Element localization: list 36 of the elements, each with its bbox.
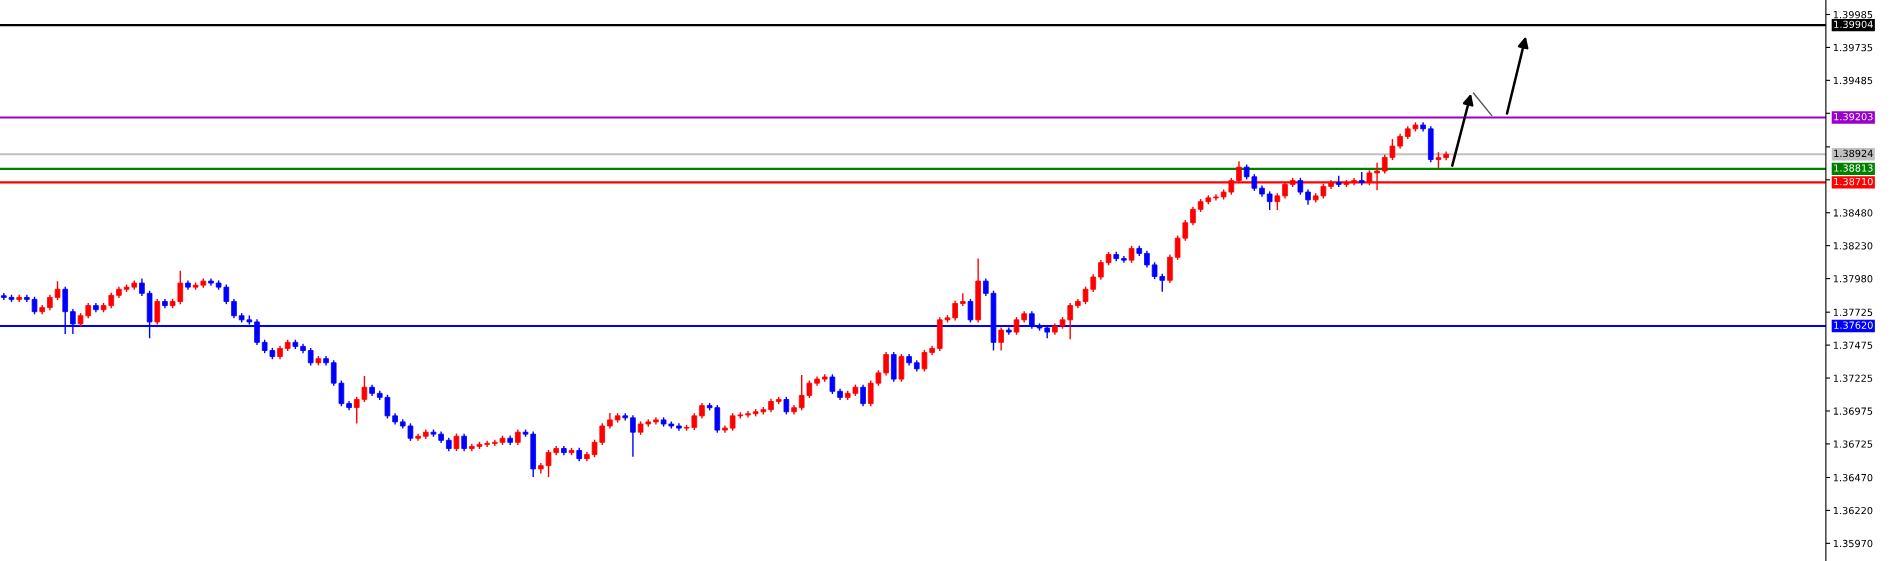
candlestick <box>998 326 1004 352</box>
candlestick <box>1167 253 1173 284</box>
y-tick-label: 1.36470 <box>1833 473 1873 482</box>
candlestick <box>829 373 836 395</box>
candlestick <box>54 280 61 301</box>
y-tick-label: 1.35970 <box>1833 539 1873 548</box>
y-tick-label: 1.38480 <box>1833 209 1873 217</box>
ref-line-label: 1.38924 <box>1834 149 1873 158</box>
candlestick <box>898 353 905 383</box>
candlestick <box>154 298 161 326</box>
candlestick <box>967 298 974 324</box>
candlestick <box>1190 205 1196 227</box>
ref-line-label: 1.37620 <box>1834 321 1873 329</box>
y-tick-label: 1.39985 <box>1833 10 1873 19</box>
candlestick <box>921 349 928 373</box>
ref-line-label: 1.38710 <box>1834 177 1873 186</box>
candlestick <box>1266 190 1273 211</box>
candlestick <box>860 383 866 407</box>
ref-line-label: 1.38813 <box>1834 164 1873 172</box>
y-tick-label: 1.37725 <box>1833 308 1873 317</box>
y-tick-label: 1.39735 <box>1833 43 1873 52</box>
ref-line-label: 1.39203 <box>1834 112 1873 121</box>
candlestick <box>883 351 889 377</box>
y-tick-label: 1.38230 <box>1833 242 1873 250</box>
candlestick <box>1098 259 1104 281</box>
y-tick-label: 1.36725 <box>1833 440 1873 448</box>
y-tick-label: 1.36975 <box>1833 407 1873 415</box>
y-tick-label: 1.37475 <box>1833 341 1873 349</box>
ref-line-label: 1.39904 <box>1834 20 1873 28</box>
candlestick <box>630 414 636 458</box>
candlestick <box>231 298 237 320</box>
y-tick-label: 1.36220 <box>1833 506 1873 515</box>
y-tick-label: 1.37980 <box>1833 275 1873 283</box>
y-tick-label: 1.37225 <box>1833 374 1873 382</box>
candlestick <box>952 300 958 322</box>
y-tick-label: 1.39485 <box>1833 76 1873 85</box>
